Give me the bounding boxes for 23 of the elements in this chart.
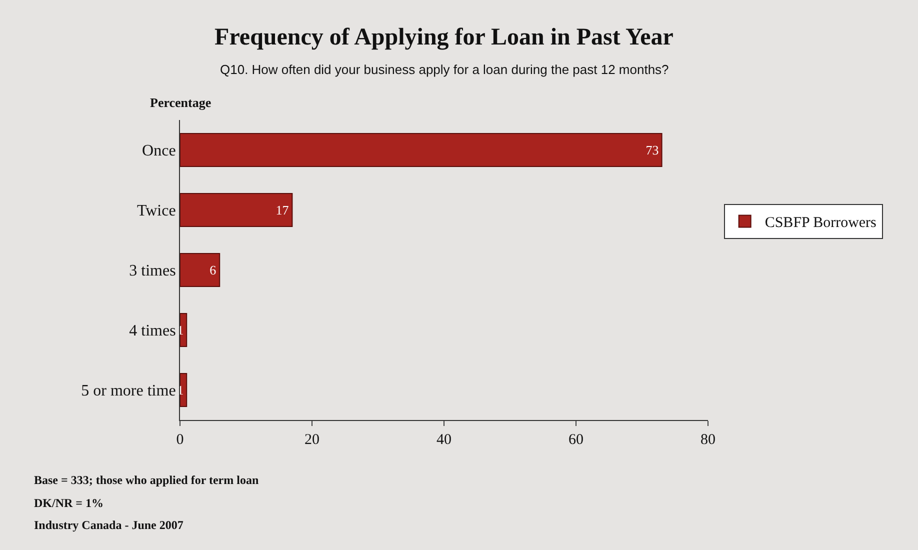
bar xyxy=(180,253,220,287)
x-axis-title: Percentage xyxy=(150,95,212,110)
bar xyxy=(180,133,662,167)
legend-label: CSBFP Borrowers xyxy=(764,215,877,232)
x-tick-label: 40 xyxy=(436,432,452,448)
chart-title: Frequency of Applying for Loan in Past Year xyxy=(214,24,674,50)
text: Industry Canada - June 2007 xyxy=(34,518,184,532)
x-tick-label: 20 xyxy=(304,432,320,448)
y-tick-label: 4 times xyxy=(129,322,176,340)
y-tick-label: 5 or more time xyxy=(81,382,176,400)
bar xyxy=(180,193,293,227)
y-tick-label: Once xyxy=(142,142,176,160)
data-label: 6 xyxy=(210,262,217,278)
chart-subtitle: Q10. How often did your business apply for a loan during the past 12 months? xyxy=(220,62,669,77)
x-tick-label: 80 xyxy=(700,432,716,448)
y-tick-label: 3 times xyxy=(129,262,176,280)
y-tick-label: Twice xyxy=(136,202,176,220)
text: Base = 333; those who applied for term loan xyxy=(34,473,259,487)
x-tick-label: 0 xyxy=(176,432,184,448)
data-label: 73 xyxy=(646,142,659,158)
text: DK/NR = 1% xyxy=(34,496,104,510)
x-tick-label: 60 xyxy=(568,432,584,448)
data-label: 17 xyxy=(276,202,290,218)
